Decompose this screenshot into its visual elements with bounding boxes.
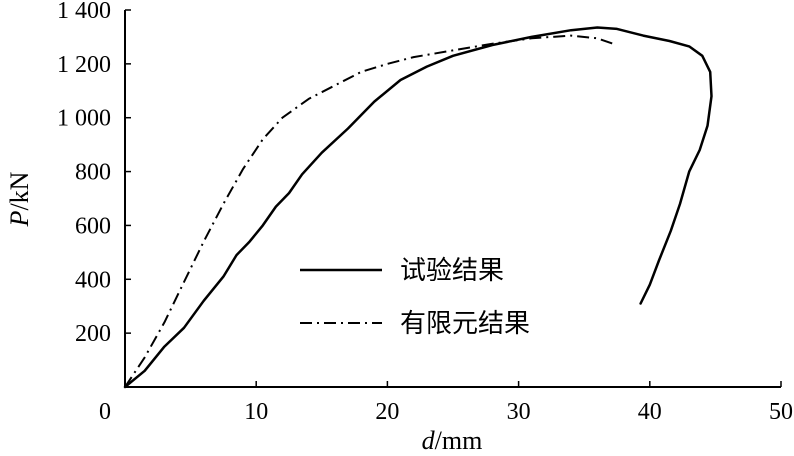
x-tick-label: 0: [99, 399, 111, 425]
legend: 试验结果 有限元结果: [300, 256, 530, 339]
y-tick-label: 200: [75, 321, 111, 347]
series-experimental-line: [123, 26, 713, 389]
series-fem-line: [124, 34, 614, 388]
y-axis-label: P/kN: [5, 171, 34, 227]
x-tick-label: 20: [375, 399, 399, 425]
x-axis-label: d/mm: [422, 426, 483, 455]
series-layer: [123, 26, 713, 389]
legend-label-fem: 有限元结果: [400, 309, 530, 339]
x-tick-label: 50: [769, 399, 793, 425]
y-tick-label: 600: [75, 213, 111, 239]
x-tick-label: 30: [507, 399, 531, 425]
y-tick-label: 1 200: [57, 52, 111, 78]
legend-label-experimental: 试验结果: [400, 256, 504, 286]
y-tick-label: 400: [75, 267, 111, 293]
y-tick-label: 1 000: [57, 106, 111, 132]
x-tick-label: 40: [638, 399, 662, 425]
axes: [124, 10, 781, 388]
y-tick-label: 800: [75, 160, 111, 186]
y-tick-label: 1 400: [57, 0, 111, 24]
x-tick-label: 10: [244, 399, 268, 425]
ticks: 0 10 20 30 40 50 200 400 600 800 1 000 1 200 1 400: [57, 0, 793, 425]
